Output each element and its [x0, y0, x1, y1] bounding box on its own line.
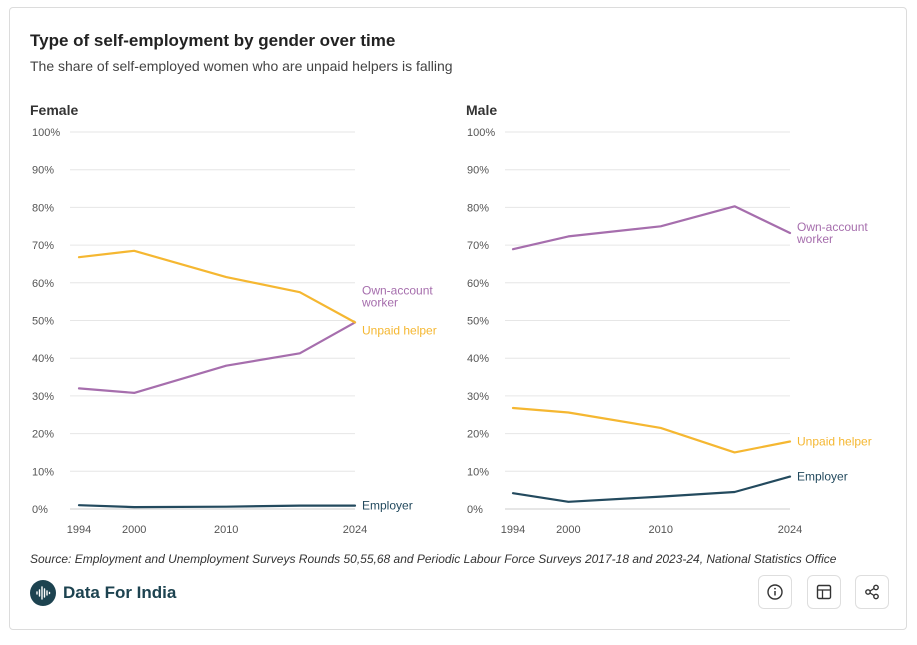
share-icon: [865, 584, 879, 600]
male-own-account-worker-line: [511, 205, 792, 251]
female-panel-title: Female: [30, 102, 79, 118]
table-button[interactable]: [807, 575, 841, 609]
male-x-tick-label: 1994: [501, 524, 525, 536]
male-y-tick-label: 100%: [467, 127, 495, 139]
chart-subtitle: The share of self-employed women who are…: [30, 58, 453, 74]
chart-title: Type of self-employment by gender over t…: [30, 31, 396, 50]
female-x-tick-label: 1994: [67, 524, 91, 536]
male-y-tick-label: 50%: [467, 316, 489, 328]
female-y-tick-label: 10%: [32, 466, 54, 478]
female-employer-line: [77, 504, 357, 509]
chart-card: Type of self-employment by gender over t…: [9, 7, 907, 630]
female-y-tick-label: 90%: [32, 165, 54, 177]
charts-svg: 0% 10% 20% 30% 40% 50% 60% 70% 80% 90% 100% 1994 200…: [32, 127, 872, 536]
table-icon: [816, 584, 832, 600]
male-x-tick-label: 2010: [648, 524, 672, 536]
female-x-tick-label: 2024: [343, 524, 367, 536]
male-y-tick-label: 70%: [467, 240, 489, 252]
male-x-tick-label: 2024: [778, 524, 802, 536]
male-y-tick-label: 0%: [467, 504, 483, 516]
brand[interactable]: Data For India: [30, 580, 176, 606]
male-employer-label: Employer: [797, 470, 848, 484]
male-employer-line: [511, 475, 792, 503]
female-y-tick-label: 70%: [32, 240, 54, 252]
male-y-tick-label: 60%: [467, 278, 489, 290]
female-y-tick-label: 30%: [32, 391, 54, 403]
female-own-account-worker-label: Own-account worker: [361, 283, 433, 309]
female-x-tick-label: 2000: [122, 524, 146, 536]
male-y-tick-label: 40%: [467, 353, 489, 365]
info-icon: [767, 584, 783, 600]
male-y-tick-label: 90%: [467, 165, 489, 177]
male-y-tick-label: 80%: [467, 202, 489, 214]
share-button[interactable]: [855, 575, 889, 609]
female-y-tick-label: 100%: [32, 127, 60, 139]
female-y-tick-label: 80%: [32, 202, 54, 214]
info-button[interactable]: [758, 575, 792, 609]
female-x-tick-label: 2010: [214, 524, 238, 536]
source-note: Source: Employment and Unemployment Surv…: [30, 552, 837, 566]
male-panel-title: Male: [466, 102, 498, 118]
male-x-tick-label: 2000: [556, 524, 580, 536]
female-unpaid-helper-line: [77, 249, 357, 324]
male-y-tick-label: 30%: [467, 391, 489, 403]
waveform-icon: [30, 580, 56, 606]
male-unpaid-helper-line: [511, 406, 792, 454]
female-y-tick-label: 0%: [32, 504, 48, 516]
brand-name: Data For India: [63, 583, 177, 602]
male-own-account-worker-label: Own-account worker: [796, 220, 868, 246]
female-own-account-worker-line: [77, 321, 357, 394]
male-unpaid-helper-label: Unpaid helper: [797, 435, 872, 449]
female-y-tick-label: 40%: [32, 353, 54, 365]
female-unpaid-helper-label: Unpaid helper: [362, 323, 437, 337]
female-y-tick-label: 50%: [32, 316, 54, 328]
female-y-tick-label: 20%: [32, 429, 54, 441]
female-employer-label: Employer: [362, 499, 413, 513]
male-y-tick-label: 20%: [467, 429, 489, 441]
male-y-tick-label: 10%: [467, 466, 489, 478]
female-y-tick-label: 60%: [32, 278, 54, 290]
